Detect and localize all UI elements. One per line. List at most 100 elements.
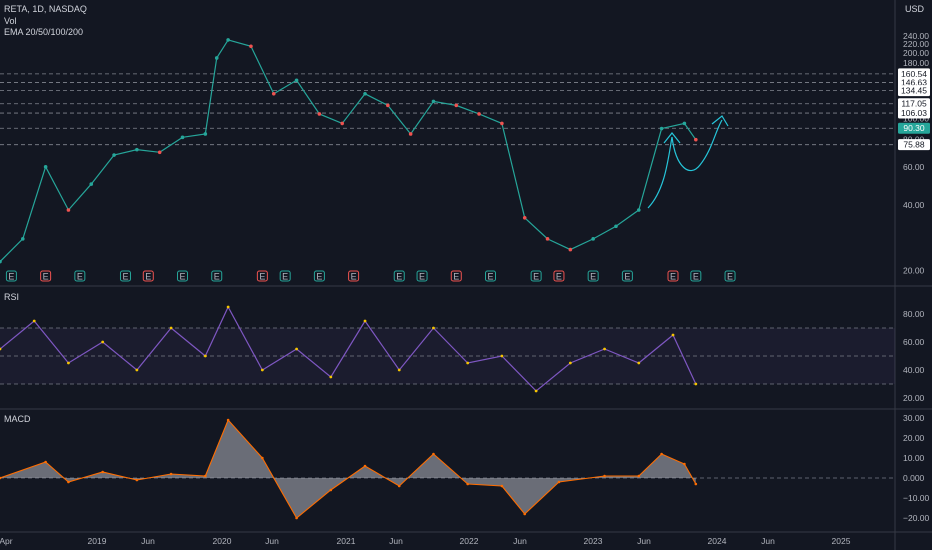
- macd-pane-label: MACD: [4, 414, 31, 424]
- earnings-marker-box-3: [119, 270, 131, 282]
- earnings-marker-label-14: E: [487, 272, 493, 282]
- rsi-point-2: [67, 361, 70, 365]
- macd-point-8: [261, 456, 264, 460]
- earnings-marker-0[interactable]: E: [5, 270, 17, 282]
- earnings-marker-label-11: E: [396, 272, 402, 282]
- price-level-box-bg-2: [898, 85, 930, 97]
- price-level-box-2: 134.45: [898, 85, 930, 97]
- rsi-line: [0, 305, 697, 392]
- earnings-marker-label-2: E: [77, 272, 83, 282]
- macd-point-10: [329, 488, 333, 492]
- earnings-marker-13[interactable]: E: [450, 270, 462, 282]
- earnings-marker-15[interactable]: E: [530, 270, 542, 282]
- macd-point-11: [363, 464, 367, 468]
- earnings-marker-box-5: [177, 270, 189, 282]
- earnings-marker-label-0: E: [8, 272, 14, 282]
- macd-point-19: [637, 474, 641, 478]
- price-axes[interactable]: 20.0040.0060.0080.00100.00120.00140.0016…: [898, 31, 930, 523]
- price-level-box-0: 160.54: [898, 68, 930, 80]
- macd-point-7: [226, 418, 230, 422]
- earnings-marker-10[interactable]: E: [348, 270, 360, 282]
- rsi-point-0: [0, 347, 2, 351]
- earnings-marker-8[interactable]: E: [279, 270, 291, 282]
- earnings-marker-3[interactable]: E: [119, 270, 131, 282]
- earnings-marker-12[interactable]: E: [416, 270, 428, 282]
- earnings-marker-6[interactable]: E: [211, 270, 223, 282]
- rsi-point-3: [101, 340, 105, 344]
- projection-arrows: [647, 115, 729, 209]
- rsi-point-20: [671, 333, 675, 337]
- price-point-30: [659, 126, 664, 131]
- macd-point-1: [44, 460, 47, 464]
- earnings-marker-box-7: [256, 270, 268, 282]
- macd-point-9: [295, 516, 298, 520]
- rsi-point-13: [432, 326, 435, 330]
- rsi-tick-0: 20.00: [903, 393, 925, 403]
- price-point-5: [112, 153, 116, 157]
- volume-legend: Vol: [4, 16, 17, 26]
- price-point-13: [271, 92, 276, 96]
- earnings-marker-label-7: E: [259, 272, 265, 282]
- price-point-8: [180, 135, 185, 140]
- earnings-marker-4[interactable]: E: [142, 270, 154, 282]
- rsi-point-1: [32, 319, 36, 323]
- earnings-marker-box-14: [484, 270, 496, 282]
- price-level-box-6: 75.88: [898, 139, 930, 151]
- price-tick-0: 20.00: [903, 266, 925, 276]
- macd-point-18: [603, 474, 606, 478]
- earnings-marker-label-8: E: [282, 272, 288, 282]
- price-point-10: [214, 56, 219, 60]
- time-axis[interactable]: Apr 2019 Jun 2020 Jun 2021 Jun 2022 Jun 2023 Jun 20…: [0, 536, 851, 546]
- macd-point-12: [397, 484, 401, 488]
- projection-arrow-up-head: [663, 132, 681, 144]
- earnings-marker-7[interactable]: E: [256, 270, 268, 282]
- price-point-0: [0, 259, 2, 264]
- price-tick-11: 240.00: [903, 31, 929, 41]
- earnings-marker-19[interactable]: E: [667, 270, 679, 282]
- rsi-point-19: [637, 361, 641, 365]
- price-point-9: [203, 132, 208, 136]
- symbol-title: RETA, 1D, NASDAQ: [4, 4, 87, 14]
- earnings-marker-18[interactable]: E: [621, 270, 633, 282]
- macd-tick-2: 0.000: [903, 473, 925, 483]
- earnings-marker-label-18: E: [624, 272, 630, 282]
- earnings-marker-2[interactable]: E: [74, 270, 86, 282]
- earnings-marker-label-4: E: [145, 272, 151, 282]
- time-tick-5: 2021: [337, 536, 356, 546]
- macd-point-13: [432, 452, 435, 456]
- earnings-marker-1[interactable]: E: [40, 270, 52, 282]
- earnings-marker-20[interactable]: E: [690, 270, 702, 282]
- earnings-marker-16[interactable]: E: [553, 270, 565, 282]
- macd-point-20: [660, 452, 663, 456]
- price-point-7: [157, 150, 162, 155]
- earnings-marker-21[interactable]: E: [724, 270, 736, 282]
- price-level-box-label-4: 106.03: [901, 108, 927, 118]
- price-tick-4: 100.00: [903, 114, 929, 124]
- price-point-12: [249, 44, 253, 49]
- price-level-box-label-1: 146.63: [901, 77, 927, 87]
- time-tick-1: 2019: [88, 536, 107, 546]
- earnings-marker-box-13: [450, 270, 462, 282]
- macd-point-14: [466, 482, 469, 486]
- earnings-marker-17[interactable]: E: [587, 270, 599, 282]
- rsi-point-11: [363, 319, 367, 323]
- rsi-point-8: [260, 368, 264, 372]
- earnings-marker-label-9: E: [316, 272, 322, 282]
- earnings-marker-5[interactable]: E: [177, 270, 189, 282]
- price-point-19: [408, 132, 413, 136]
- earnings-marker-14[interactable]: E: [484, 270, 496, 282]
- price-level-box-label-3: 117.05: [901, 99, 927, 109]
- price-point-20: [431, 99, 436, 104]
- earnings-marker-11[interactable]: E: [393, 270, 405, 282]
- rsi-point-10: [329, 375, 333, 379]
- macd-tick-1: −10.00: [903, 493, 930, 503]
- earnings-marker-label-15: E: [533, 272, 539, 282]
- earnings-marker-box-12: [416, 270, 428, 282]
- earnings-marker-label-1: E: [43, 272, 49, 282]
- macd-point-6: [204, 474, 207, 478]
- price-point-29: [636, 208, 641, 212]
- earnings-marker-9[interactable]: E: [313, 270, 325, 282]
